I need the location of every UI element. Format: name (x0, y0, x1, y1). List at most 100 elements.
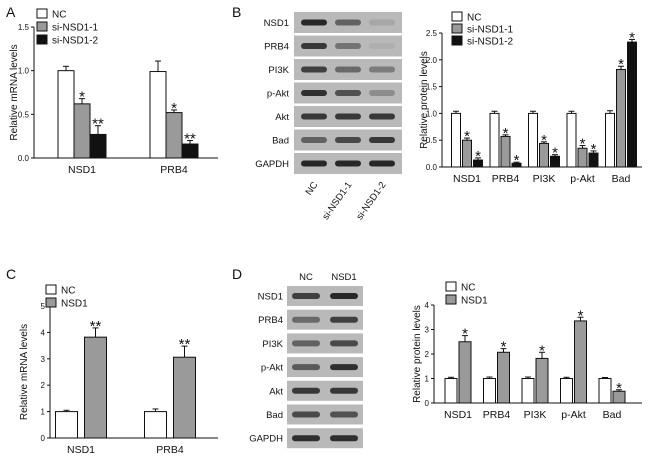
y-tick-label-d: 1 (425, 375, 430, 384)
significance-b: * (591, 141, 597, 158)
blot-row-label-b: NSD1 (264, 18, 289, 29)
legend-swatch-b (451, 35, 463, 46)
significance-b: * (580, 136, 586, 153)
significance-c: ** (90, 318, 102, 335)
bar-a (57, 70, 75, 159)
bar-c (84, 336, 107, 439)
y-axis-label-b: Relative protein levels (419, 51, 430, 149)
bar-d (560, 378, 573, 404)
bar-c (173, 356, 196, 439)
blot-band-b (301, 90, 327, 96)
x-tick-label-b: Bad (612, 173, 631, 185)
legend-swatch-b (451, 23, 463, 34)
blot-row-label-d: Akt (269, 386, 283, 397)
y-tick-label-c: 5 (41, 302, 46, 311)
x-tick-label-d: NSD1 (444, 409, 472, 421)
bar-b (627, 41, 637, 168)
bar-d (444, 378, 458, 404)
panel-letter-d: D (232, 266, 242, 282)
blot-band-b (301, 137, 327, 143)
blot-band-b (335, 66, 361, 73)
blot-lane-label-b: si-NSD1-2 (354, 180, 388, 222)
y-tick-label-b: 1.0 (426, 109, 438, 118)
legend-label-a: NC (52, 10, 66, 21)
blot-band-b (335, 137, 361, 143)
blot-row-label-d: GAPDH (249, 434, 283, 445)
blot-band-b (335, 160, 361, 167)
x-tick-label-a: PRB4 (160, 164, 188, 176)
blot-row-label-d: NSD1 (258, 292, 283, 303)
y-axis-label-a: Relative mRNA levels (9, 44, 20, 140)
significance-a: ** (92, 116, 104, 133)
blot-band-d (330, 293, 358, 299)
y-tick-label-a: 0.5 (18, 110, 30, 119)
blot-lane-label-d: NSD1 (331, 272, 356, 283)
y-tick-label-d: 2 (425, 350, 430, 359)
bar-c (55, 411, 78, 439)
legend-swatch-a (36, 21, 48, 32)
y-tick-label-b: 1.5 (426, 83, 438, 92)
panel-letter-a: A (6, 4, 16, 20)
blot-band-b (369, 137, 395, 143)
legend-swatch-a (36, 34, 48, 45)
significance-b: * (629, 29, 635, 46)
blot-band-d (330, 435, 358, 442)
legend-swatch-b (451, 11, 463, 22)
y-tick-label-c: 1 (41, 408, 46, 417)
x-tick-label-a: NSD1 (68, 164, 96, 176)
blot-band-b (369, 90, 395, 96)
bar-a (89, 133, 107, 159)
significance-b: * (475, 148, 481, 165)
significance-b: * (541, 132, 547, 149)
blot-band-b (301, 160, 327, 167)
x-tick-label-b: PI3K (533, 173, 556, 185)
blot-row-label-b: Akt (275, 112, 289, 123)
x-tick-label-b: p-Akt (570, 173, 595, 185)
blot-band-d (292, 340, 320, 347)
legend-label-c: NC (61, 286, 75, 297)
panel-letter-c: C (6, 266, 16, 282)
western-blot-b: NSD1 PRB4 PI3K p-Akt Akt Bad GAPDH NC si-NSD1-1 s… (255, 12, 402, 222)
bar-d (574, 320, 587, 404)
bar-b (451, 112, 461, 168)
bar-d (598, 378, 612, 404)
blot-band-b (369, 160, 395, 167)
bar-d (483, 378, 496, 404)
blot-band-b (301, 113, 327, 120)
blot-strip-d (287, 286, 363, 306)
x-tick-label-d: PRB4 (483, 409, 511, 421)
x-tick-label-c: NSD1 (67, 444, 95, 456)
blot-band-b (369, 43, 395, 49)
significance-c: ** (179, 336, 191, 353)
blot-band-b (335, 90, 361, 96)
x-tick-label-b: PRB4 (492, 173, 520, 185)
blot-band-d (292, 364, 320, 371)
blot-lane-label-b: si-NSD1-1 (320, 180, 354, 222)
blot-lane-label-b: NC (304, 180, 321, 198)
y-axis-label-d: Relative protein levels (412, 305, 423, 403)
bar-a (165, 112, 183, 159)
y-tick-label-b: 0.5 (426, 136, 438, 145)
bar-d (521, 378, 535, 404)
y-tick-label-a: 0.0 (18, 154, 30, 163)
bar-d (497, 351, 510, 404)
blot-row-label-d: p-Akt (261, 363, 284, 374)
significance-a: * (79, 89, 85, 106)
legend-swatch-c (45, 284, 57, 295)
bar-d (458, 341, 472, 404)
significance-d: * (578, 307, 584, 324)
blot-strip-d (287, 380, 363, 401)
blot-lane-label-d: NC (299, 272, 313, 283)
significance-a: ** (184, 131, 196, 148)
legend-label-b: si-NSD1-2 (467, 37, 514, 48)
y-tick-label-b: 2.5 (426, 29, 438, 38)
blot-strip-d (287, 333, 363, 354)
blot-row-label-b: PI3K (268, 65, 289, 76)
blot-band-b (335, 43, 361, 49)
blot-band-b (335, 19, 361, 26)
significance-b: * (552, 145, 558, 162)
bar-a (73, 103, 91, 159)
y-tick-label-d: 3 (425, 326, 430, 335)
bar-b (528, 112, 538, 168)
